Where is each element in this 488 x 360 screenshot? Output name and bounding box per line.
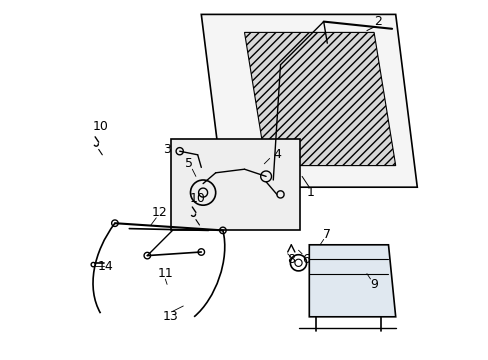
Text: 1: 1 (306, 186, 314, 199)
Text: 4: 4 (272, 148, 280, 161)
Text: 8: 8 (287, 253, 295, 266)
Text: 12: 12 (152, 206, 167, 219)
Polygon shape (201, 14, 416, 187)
Text: 13: 13 (163, 310, 178, 323)
Text: 6: 6 (301, 253, 309, 266)
Text: 14: 14 (98, 260, 114, 273)
Text: 7: 7 (323, 228, 331, 240)
Text: 3: 3 (163, 143, 171, 156)
Text: 9: 9 (369, 278, 377, 291)
Polygon shape (309, 245, 395, 317)
Text: 10: 10 (92, 120, 108, 132)
Text: 10: 10 (189, 192, 205, 204)
Polygon shape (244, 32, 395, 166)
Text: 11: 11 (157, 267, 173, 280)
Text: 2: 2 (373, 15, 381, 28)
Text: 5: 5 (184, 157, 192, 170)
Polygon shape (170, 139, 300, 230)
